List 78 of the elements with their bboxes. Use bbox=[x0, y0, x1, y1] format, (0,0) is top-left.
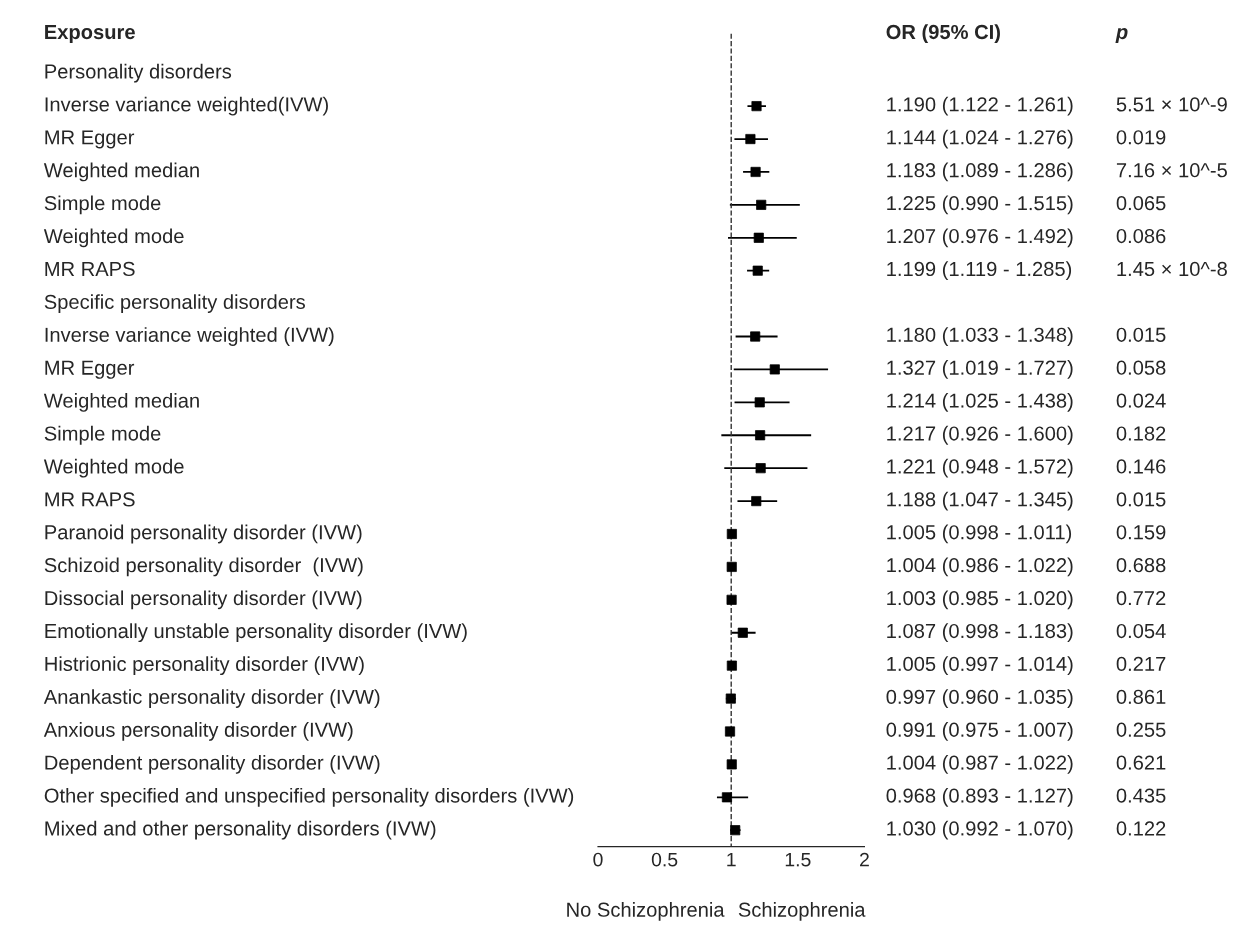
text: 0.019 bbox=[1116, 130, 1166, 145]
text: 0.024 bbox=[1116, 393, 1166, 408]
x-tick-label: 1 bbox=[727, 852, 736, 867]
data-label: 1.005 (0.997 - 1.014) bbox=[887, 656, 1073, 676]
text: 7.16 × 10^-5 bbox=[1116, 163, 1227, 178]
y-tick-label: Simple mode bbox=[44, 425, 161, 445]
y-tick-label: Weighted median bbox=[43, 162, 199, 182]
text: 0.054 bbox=[1116, 623, 1166, 639]
y-tick-label: Mixed and other personality disorders (IVW) bbox=[45, 820, 436, 840]
y-tick-label: Schizoid personality disorder (IVW) bbox=[44, 557, 363, 577]
text: p bbox=[1115, 28, 1128, 44]
y-tick-label: Anankastic personality disorder (IVW) bbox=[43, 689, 380, 708]
text: 0.146 bbox=[1116, 459, 1166, 474]
text: 0.065 bbox=[1116, 196, 1166, 211]
data-label: 0.997 (0.960 - 1.035) bbox=[886, 689, 1073, 708]
data-label: 1.207 (0.976 - 1.492) bbox=[887, 228, 1073, 248]
x-tick-label: 1.5 bbox=[785, 852, 811, 867]
text: No Schizophrenia bbox=[567, 902, 725, 921]
y-tick-label: MR RAPS bbox=[45, 492, 135, 507]
y-tick-label: Inverse variance weighted(IVW) bbox=[45, 96, 328, 116]
y-tick-label: Weighted mode bbox=[43, 228, 184, 248]
data-label: 1.183 (1.089 - 1.286) bbox=[887, 162, 1073, 182]
text: 0.435 bbox=[1116, 788, 1166, 803]
data-label: 1.225 (0.990 - 1.515) bbox=[887, 195, 1073, 215]
y-tick-label: Weighted median bbox=[43, 392, 199, 412]
text: Schizophrenia bbox=[738, 902, 866, 921]
data-label: 0.991 (0.975 - 1.007) bbox=[886, 722, 1073, 741]
x-tick-label: 0 bbox=[593, 852, 603, 867]
text: 0.182 bbox=[1116, 426, 1166, 441]
y-tick-label: MR Egger bbox=[45, 360, 135, 379]
text: 0.058 bbox=[1116, 360, 1166, 375]
y-tick-label: Histrionic personality disorder (IVW) bbox=[45, 656, 364, 676]
y-tick-label: Paranoid personality disorder (IVW) bbox=[45, 524, 362, 544]
data-label: 1.190 (1.122 - 1.261) bbox=[887, 96, 1073, 116]
data-label: 1.004 (0.987 - 1.022) bbox=[887, 755, 1073, 774]
x-tick-label: 2 bbox=[860, 852, 869, 867]
data-label: 1.030 (0.992 - 1.070) bbox=[887, 820, 1073, 840]
text: Exposure bbox=[45, 25, 135, 44]
text: 0.621 bbox=[1116, 755, 1166, 770]
text: 0.015 bbox=[1116, 327, 1166, 342]
data-label: 1.327 (1.019 - 1.727) bbox=[887, 360, 1073, 379]
data-label: 1.180 (1.033 - 1.348) bbox=[887, 327, 1073, 346]
data-label: 1.087 (0.998 - 1.183) bbox=[887, 623, 1073, 643]
data-label: 1.144 (1.024 - 1.276) bbox=[887, 129, 1073, 149]
data-label: 1.003 (0.985 - 1.020) bbox=[887, 590, 1073, 610]
data-label: 1.199 (1.119 - 1.285) bbox=[887, 261, 1072, 281]
text: 0.086 bbox=[1116, 228, 1166, 244]
y-tick-label: Emotionally unstable personality disorder (IVW) bbox=[45, 623, 467, 643]
data-label: 1.188 (1.047 - 1.345) bbox=[887, 491, 1073, 511]
x-tick-label: 0.5 bbox=[651, 852, 678, 867]
text: 0.861 bbox=[1116, 689, 1166, 704]
data-label: 0.968 (0.893 - 1.127) bbox=[886, 787, 1073, 807]
text: 0.159 bbox=[1116, 525, 1166, 540]
text: 0.688 bbox=[1116, 558, 1166, 573]
y-tick-label: Specific personality disorders bbox=[44, 294, 305, 313]
data-label: 1.004 (0.986 - 1.022) bbox=[887, 557, 1073, 577]
y-tick-label: MR RAPS bbox=[45, 261, 135, 277]
y-tick-label: Dissocial personality disorder (IVW) bbox=[45, 590, 362, 610]
text: 0.772 bbox=[1116, 590, 1166, 606]
data-label: 1.217 (0.926 - 1.600) bbox=[887, 425, 1073, 445]
y-tick-label: Personality disorders bbox=[45, 63, 232, 83]
data-label: 1.214 (1.025 - 1.438) bbox=[887, 392, 1073, 412]
y-tick-label: Other specified and unspecified personality disorders (IVW) bbox=[44, 787, 574, 807]
y-tick-label: Simple mode bbox=[44, 195, 161, 215]
text: 0.255 bbox=[1116, 722, 1166, 737]
text: OR (95% CI) bbox=[886, 24, 1000, 44]
y-tick-label: Dependent personality disorder (IVW) bbox=[45, 755, 380, 774]
text: 0.217 bbox=[1116, 656, 1166, 672]
data-label: 1.005 (0.998 - 1.011) bbox=[887, 524, 1072, 544]
text: 0.015 bbox=[1116, 492, 1166, 507]
data-label: 1.221 (0.948 - 1.572) bbox=[887, 458, 1073, 478]
text: 0.122 bbox=[1116, 821, 1166, 836]
y-tick-label: Inverse variance weighted (IVW) bbox=[45, 327, 334, 346]
y-tick-label: Weighted mode bbox=[43, 458, 184, 478]
y-tick-label: Anxious personality disorder (IVW) bbox=[43, 722, 353, 741]
text: 1.45 × 10^-8 bbox=[1117, 261, 1227, 277]
text: 5.51 × 10^-9 bbox=[1116, 97, 1227, 112]
y-tick-label: MR Egger bbox=[45, 130, 135, 149]
